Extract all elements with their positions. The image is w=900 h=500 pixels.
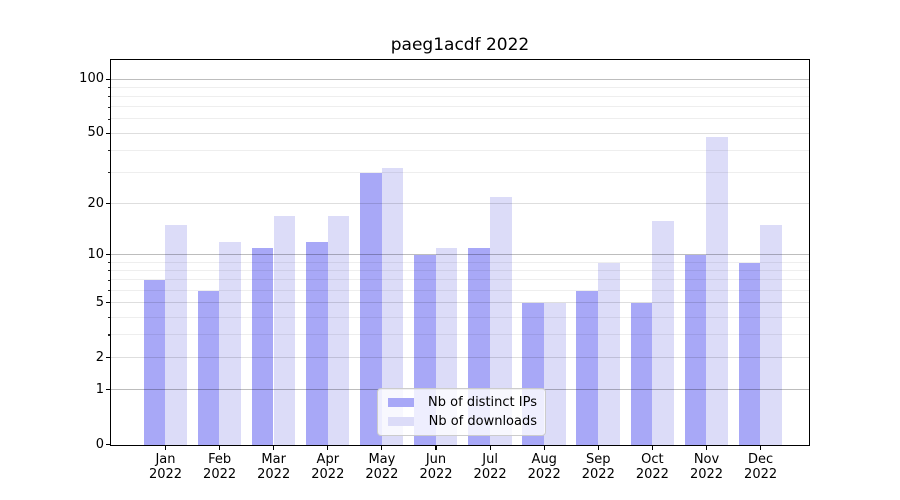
y-tick-mark-5: [105, 302, 110, 304]
x-tick-mark-5: [435, 446, 437, 450]
bar-nb-of-downloads-4: [381, 168, 404, 445]
x-tick-mark-8: [597, 446, 599, 450]
x-tick-label-6: Jul 2022: [473, 452, 507, 482]
bar-nb-of-downloads-8: [598, 262, 620, 445]
x-tick-mark-9: [651, 446, 653, 450]
y-tick-mark-minor-6: [107, 290, 110, 292]
y-tick-mark-minor-80: [107, 96, 110, 98]
bar-nb-of-distinct-ips-2: [251, 248, 274, 445]
x-tick-mark-6: [489, 446, 491, 450]
bar-nb-of-distinct-ips-9: [630, 303, 653, 445]
legend-label-downloads: Nb of downloads: [428, 414, 537, 429]
bar-nb-of-downloads-7: [544, 303, 566, 445]
bar-nb-of-downloads-9: [652, 220, 674, 445]
x-tick-mark-7: [543, 446, 545, 450]
bar-nb-of-downloads-3: [327, 216, 350, 445]
bar-nb-of-distinct-ips-1: [197, 290, 220, 445]
y-tick-mark-minor-60: [107, 118, 110, 120]
y-tick-mark-minor-30: [107, 172, 110, 174]
x-tick-mark-11: [760, 446, 762, 450]
y-tick-mark-1: [105, 389, 110, 391]
bar-nb-of-downloads-1: [219, 241, 242, 445]
bar-nb-of-downloads-11: [760, 225, 783, 445]
x-tick-label-0: Jan 2022: [148, 452, 183, 482]
y-tick-label-1: 1: [95, 381, 104, 397]
y-tick-mark-20: [105, 203, 110, 205]
x-tick-mark-1: [219, 446, 221, 450]
x-tick-label-4: May 2022: [365, 452, 399, 482]
bar-nb-of-distinct-ips-11: [738, 262, 761, 445]
x-tick-label-10: Nov 2022: [689, 452, 724, 482]
x-tick-label-5: Jun 2022: [419, 452, 453, 482]
legend-item-downloads: Nb of downloads: [386, 414, 537, 429]
y-tick-label-100: 100: [79, 71, 104, 87]
y-tick-mark-minor-70: [107, 106, 110, 108]
bar-nb-of-distinct-ips-4: [360, 172, 382, 445]
y-tick-mark-minor-7: [107, 279, 110, 281]
y-tick-label-5: 5: [95, 294, 104, 310]
y-tick-label-2: 2: [95, 349, 104, 365]
y-tick-mark-minor-40: [107, 150, 110, 152]
x-tick-label-7: Aug 2022: [527, 452, 561, 482]
y-tick-mark-minor-90: [107, 86, 110, 89]
y-tick-mark-2: [105, 357, 110, 359]
y-tick-mark-50: [105, 132, 110, 134]
plot-area: [110, 59, 810, 446]
x-tick-label-3: Apr 2022: [311, 452, 345, 482]
chart-title: paeg1acdf 2022: [390, 35, 530, 55]
bar-nb-of-downloads-6: [489, 196, 512, 445]
bar-nb-of-downloads-10: [706, 136, 728, 445]
y-tick-mark-minor-8: [107, 270, 110, 272]
y-tick-mark-minor-4: [107, 316, 110, 318]
x-tick-mark-0: [164, 446, 167, 450]
y-tick-mark-0: [105, 444, 110, 446]
legend: Nb of distinct IPs Nb of downloads: [377, 388, 546, 436]
y-tick-mark-minor-9: [107, 261, 110, 264]
legend-swatch-downloads: [388, 417, 414, 426]
legend-label-distinct-ips: Nb of distinct IPs: [428, 395, 537, 410]
x-tick-mark-10: [705, 446, 708, 450]
legend-swatch-distinct-ips: [388, 398, 414, 407]
y-tick-mark-100: [105, 78, 110, 80]
bar-nb-of-distinct-ips-3: [305, 241, 328, 445]
y-tick-label-50: 50: [87, 125, 104, 141]
y-tick-label-10: 10: [87, 246, 104, 262]
x-tick-mark-2: [273, 446, 275, 450]
x-tick-mark-3: [327, 446, 329, 450]
legend-item-distinct-ips: Nb of distinct IPs: [386, 395, 537, 410]
x-tick-label-1: Feb 2022: [203, 452, 237, 482]
bar-nb-of-distinct-ips-10: [684, 255, 707, 445]
x-tick-mark-4: [381, 446, 383, 450]
x-tick-label-2: Mar 2022: [257, 452, 291, 482]
y-tick-label-0: 0: [95, 436, 104, 452]
x-tick-label-8: Sep 2022: [581, 452, 615, 482]
y-tick-mark-10: [105, 254, 110, 256]
bar-nb-of-distinct-ips-0: [143, 280, 166, 445]
bar-nb-of-downloads-0: [165, 225, 187, 445]
bar-nb-of-distinct-ips-8: [576, 290, 599, 445]
y-tick-label-20: 20: [87, 195, 104, 211]
x-tick-label-9: Oct 2022: [635, 452, 669, 482]
x-tick-label-11: Dec 2022: [744, 452, 778, 482]
y-tick-mark-minor-3: [107, 334, 110, 336]
bar-nb-of-downloads-2: [273, 216, 296, 445]
